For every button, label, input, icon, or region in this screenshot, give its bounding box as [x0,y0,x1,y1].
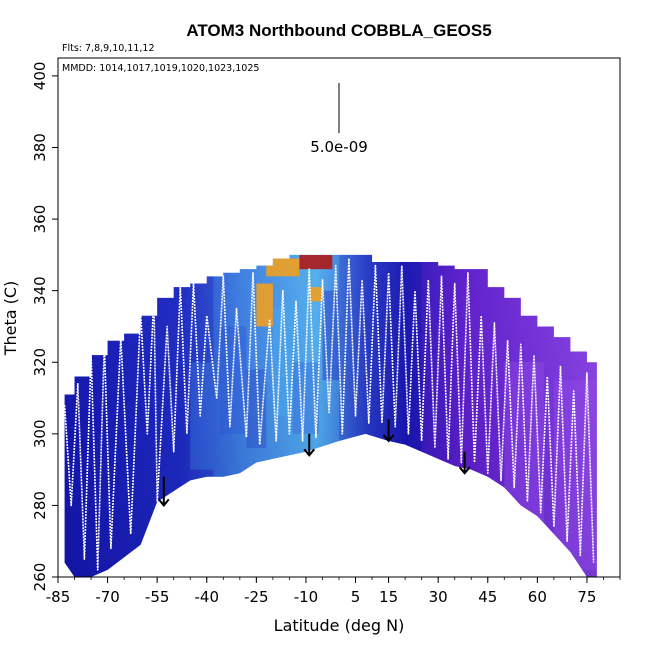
flight-profiles [63,257,595,571]
chart-title: ATOM3 Northbound COBBLA_GEOS5 [186,21,491,40]
arrow-head [158,498,170,507]
x-tick-label: -25 [244,588,269,606]
field-patch [292,362,320,434]
y-tick-label: 360 [31,205,49,234]
scale-label: 5.0e-09 [310,138,368,156]
hotspot [299,254,333,270]
arrow-markers [158,419,471,507]
x-tick-label: 75 [577,588,596,606]
x-tick-label: 60 [528,588,547,606]
arrow-head [303,448,316,457]
y-tick-label: 280 [31,491,49,520]
x-tick-label: -55 [145,588,170,606]
region-block [64,254,214,577]
x-axis: -85 -70 -55 -40 -25 -10 5 15 30 45 60 75 [46,577,621,606]
x-tick-label: 45 [478,588,497,606]
hotspot [256,283,273,327]
y-tick-label: 260 [31,563,49,592]
y-tick-label: 320 [31,348,49,377]
field-patch [272,308,293,416]
x-tick-label: -40 [195,588,220,606]
heatmap-field [64,254,597,577]
hotspot [266,258,300,277]
y-tick-label: 340 [31,276,49,305]
x-tick-label: -85 [46,588,71,606]
flight-profile-line [63,257,595,571]
x-tick-label: 15 [379,588,398,606]
y-tick-label: 400 [31,62,49,91]
dates-label: MMDD: 1014,1017,1019,1020,1023,1025 [62,63,259,74]
x-tick-label: -10 [294,588,319,606]
field-patch [190,362,214,470]
y-axis-label: Theta (C) [1,281,20,357]
x-tick-label: -70 [95,588,120,606]
field-patch [553,380,597,570]
arrow-head [382,434,395,443]
y-tick-label: 380 [31,133,49,162]
hotspot [309,287,323,302]
x-tick-label: 30 [429,588,448,606]
x-tick-label: 5 [351,588,361,606]
y-tick-label: 300 [31,420,49,449]
flights-label: Flts: 7,8,9,10,11,12 [62,43,155,54]
arrow-head [458,466,471,475]
y-axis: 260 280 300 320 340 360 380 400 [31,62,58,592]
x-axis-label: Latitude (deg N) [274,616,405,635]
